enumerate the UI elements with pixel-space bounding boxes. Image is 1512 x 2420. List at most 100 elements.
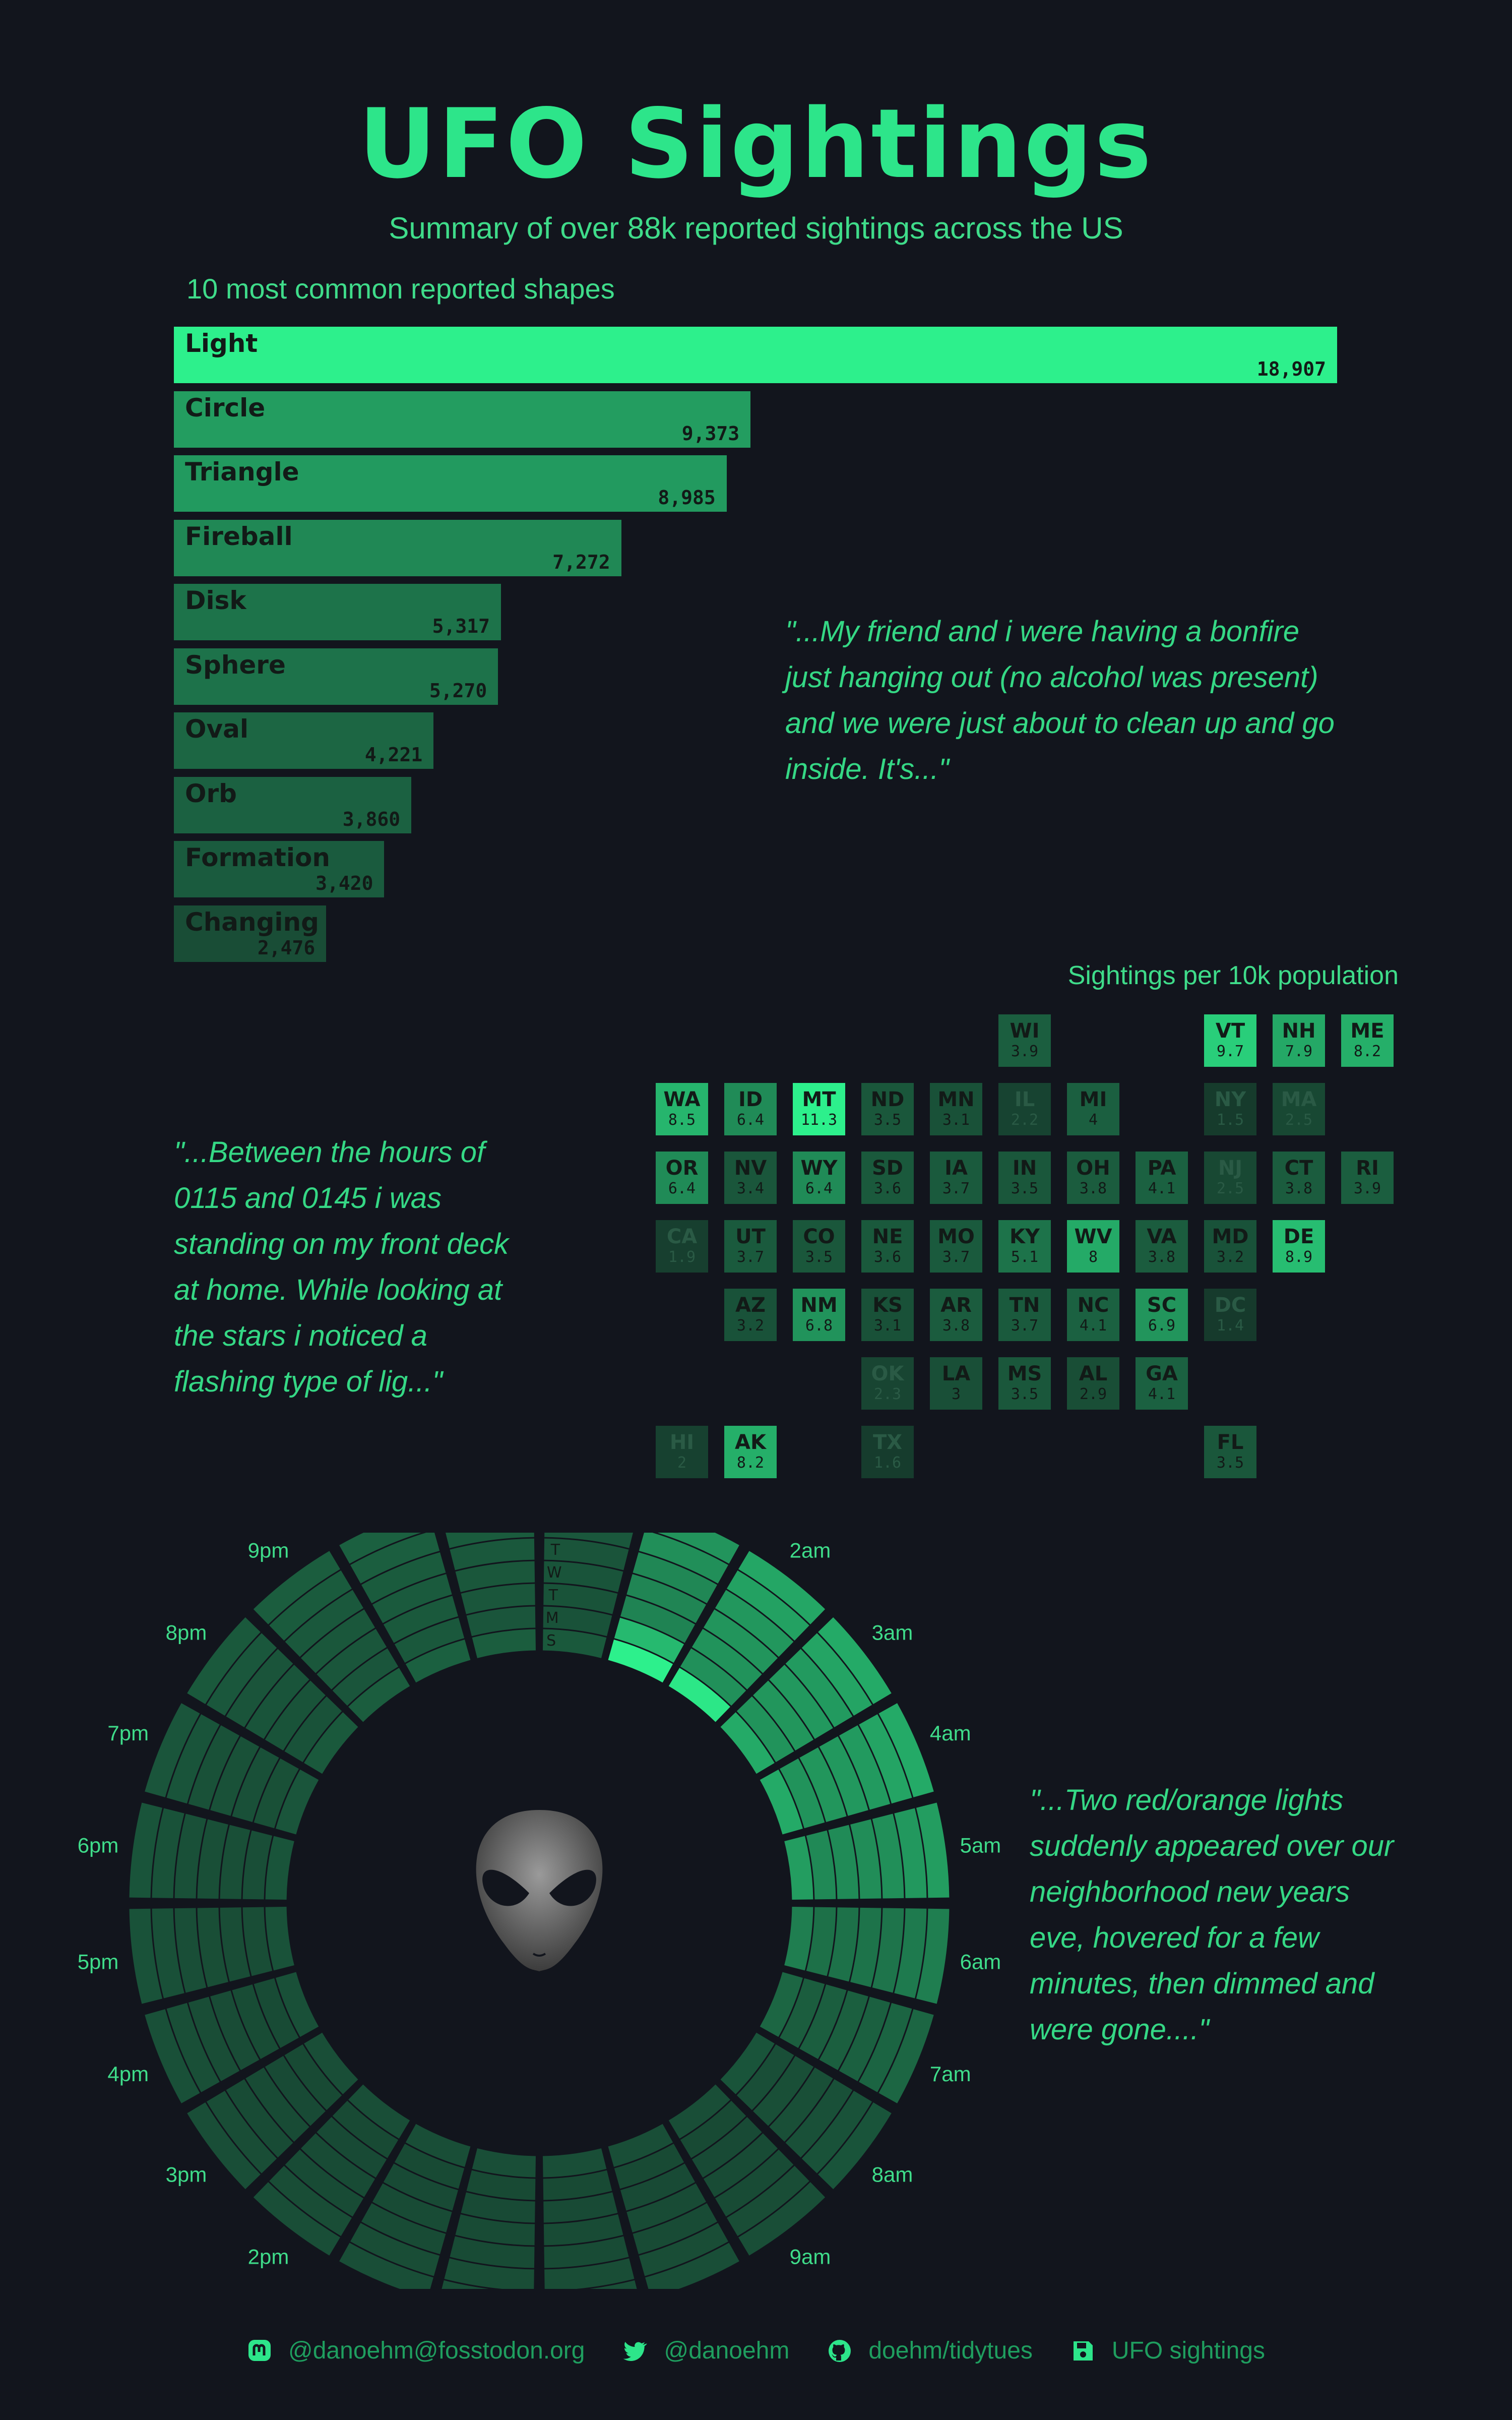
state-abbr: NV xyxy=(734,1157,767,1180)
state-value: 3.2 xyxy=(1216,1248,1244,1266)
state-abbr: MI xyxy=(1079,1088,1107,1111)
radial-cell xyxy=(394,2144,465,2189)
state-tile-nh: NH 7.9 xyxy=(1273,1014,1325,1067)
state-abbr: NY xyxy=(1214,1088,1246,1111)
bar-triangle: Triangle 8,985 xyxy=(174,455,727,512)
radial-cell xyxy=(174,1908,207,1993)
bar-value: 2,476 xyxy=(257,936,316,959)
bar-label: Disk xyxy=(185,586,246,615)
radial-cell xyxy=(760,1972,803,2037)
radial-cell xyxy=(405,2124,471,2167)
state-abbr: WI xyxy=(1010,1019,1040,1043)
radial-cell xyxy=(450,1538,535,1570)
radial-cell xyxy=(188,1996,240,2081)
state-value: 8 xyxy=(1088,1248,1098,1266)
radial-cell xyxy=(197,1907,228,1987)
radial-cell xyxy=(254,1758,299,1829)
radial-cell xyxy=(226,2079,293,2158)
radial-cell xyxy=(620,2163,696,2211)
state-abbr: DE xyxy=(1283,1225,1314,1248)
radial-cell xyxy=(715,2149,794,2217)
radial-cell xyxy=(304,1712,358,1774)
radial-cell xyxy=(383,2163,458,2211)
radial-cell xyxy=(543,1629,607,1658)
bar-circle: Circle 9,373 xyxy=(174,391,751,448)
radial-cell xyxy=(450,2236,535,2268)
radial-cell xyxy=(614,2144,684,2189)
radial-cell xyxy=(543,1561,623,1592)
state-value: 3.1 xyxy=(873,1317,902,1335)
radial-cell xyxy=(916,1802,950,1898)
radial-cell xyxy=(285,1590,364,1657)
state-value: 3.7 xyxy=(942,1248,970,1266)
day-label: W xyxy=(547,1564,562,1582)
radial-cell xyxy=(188,1725,240,1810)
hour-label: 3am xyxy=(872,1620,913,1644)
day-label: T xyxy=(548,1587,558,1604)
radial-cell xyxy=(657,1533,739,1564)
radial-cell xyxy=(753,1680,814,1751)
bar-changing: Changing 2,476 xyxy=(174,905,327,962)
state-abbr: MN xyxy=(937,1088,975,1111)
state-tile-ak: AK 8.2 xyxy=(724,1426,777,1478)
radial-cell xyxy=(626,1574,707,1623)
radial-cell xyxy=(633,2203,717,2255)
state-abbr: OK xyxy=(871,1362,904,1385)
radial-cell xyxy=(348,2084,410,2139)
hour-label: 6pm xyxy=(78,1834,119,1857)
radial-cell xyxy=(332,1648,399,1706)
radial-cell xyxy=(285,2149,364,2217)
state-abbr: CT xyxy=(1284,1157,1313,1180)
hour-label: 9am xyxy=(790,2245,831,2269)
hour-label: 4pm xyxy=(107,2062,149,2086)
state-abbr: NE xyxy=(872,1225,903,1248)
radial-cell xyxy=(801,1633,872,1716)
radial-cell xyxy=(780,1758,825,1829)
radial-cell xyxy=(317,1628,387,1689)
radial-cell xyxy=(819,1990,868,2071)
twitter-link[interactable]: @danoehm xyxy=(622,2337,789,2365)
state-tile-nd: ND 3.5 xyxy=(861,1083,914,1135)
radial-cell xyxy=(446,1533,534,1548)
state-abbr: AK xyxy=(735,1431,766,1454)
day-label: M xyxy=(546,1609,559,1627)
state-abbr: AR xyxy=(940,1294,972,1317)
state-abbr: FL xyxy=(1217,1431,1244,1454)
bar-fireball: Fireball 7,272 xyxy=(174,519,621,576)
radial-cell xyxy=(152,1808,184,1898)
radial-cell xyxy=(442,2280,489,2289)
state-abbr: TN xyxy=(1009,1294,1040,1317)
state-tile-ca: CA 1.9 xyxy=(656,1220,708,1273)
state-tile-ia: IA 3.7 xyxy=(930,1152,982,1204)
radial-cell xyxy=(806,1830,836,1900)
radial-cell xyxy=(639,2223,728,2276)
state-abbr: WV xyxy=(1074,1225,1112,1248)
radial-cell xyxy=(799,1984,847,2060)
mastodon-link[interactable]: @danoehm@fosstodon.org xyxy=(247,2337,585,2365)
data-source-link[interactable]: UFO sightings xyxy=(1070,2337,1265,2365)
radial-cell xyxy=(383,1596,458,1643)
radial-cell xyxy=(753,2055,814,2126)
radial-cell xyxy=(703,2133,778,2197)
radial-cell xyxy=(738,1551,826,1624)
state-tile-nv: NV 3.4 xyxy=(724,1152,777,1204)
radial-cell xyxy=(254,1978,299,2048)
state-value: 2.2 xyxy=(1011,1111,1039,1129)
state-tile-ma: MA 2.5 xyxy=(1273,1083,1325,1135)
radial-cell xyxy=(129,1908,163,2004)
quote-1: "...My friend and i were having a bonfir… xyxy=(785,615,1335,785)
state-value: 2 xyxy=(677,1454,687,1472)
twitter-handle: @danoehm xyxy=(664,2337,790,2364)
quote-2: "...Between the hours of 0115 and 0145 i… xyxy=(174,1136,509,1398)
radial-cell xyxy=(245,1664,309,1739)
radial-cell xyxy=(608,2124,673,2167)
radial-cell xyxy=(455,1561,535,1592)
state-tile-wa: WA 8.5 xyxy=(656,1083,708,1135)
radial-cell xyxy=(668,1668,730,1722)
state-tile-vt: VT 9.7 xyxy=(1204,1014,1256,1067)
bar-label: Changing xyxy=(185,907,319,937)
radial-cell xyxy=(300,2133,375,2197)
radial-cell xyxy=(769,2067,833,2142)
state-value: 3.1 xyxy=(942,1111,970,1129)
github-link[interactable]: doehm/tidytues xyxy=(827,2337,1033,2365)
